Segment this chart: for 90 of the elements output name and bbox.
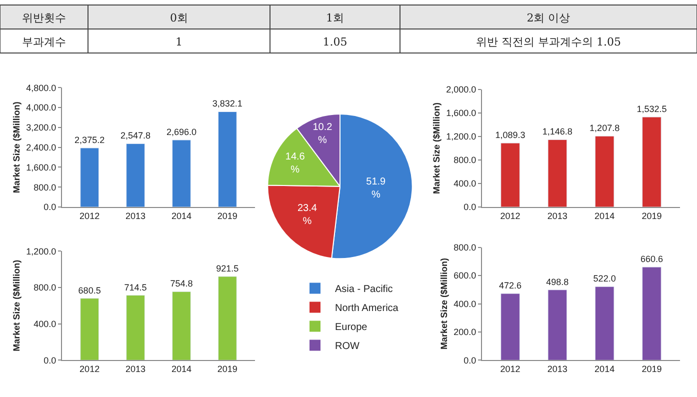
y-tick-label: 1,200.0 bbox=[446, 132, 476, 142]
y-tick-label: 800.0 bbox=[454, 155, 476, 166]
y-tick-label: 400.0 bbox=[34, 318, 56, 329]
data-label: 754.8 bbox=[170, 278, 193, 289]
y-axis-title: Market Size ($Million) bbox=[12, 260, 22, 352]
text: 위반 직전의 부과계수의 1.05 bbox=[476, 35, 621, 48]
legend-label: ROW bbox=[335, 341, 360, 352]
data-label: 921.5 bbox=[216, 263, 239, 274]
x-tick-label: 2019 bbox=[642, 210, 662, 221]
data-label: 1,146.8 bbox=[542, 126, 572, 137]
text: 0회 bbox=[170, 11, 188, 24]
bar bbox=[548, 290, 568, 360]
data-label: 1,089.3 bbox=[495, 130, 526, 140]
text: 2회 이상 bbox=[526, 11, 570, 24]
data-label: 51.9 % bbox=[366, 176, 386, 200]
legend-label: North America bbox=[335, 303, 399, 314]
y-tick-label: 400.0 bbox=[454, 298, 476, 309]
bar bbox=[126, 295, 145, 360]
text: 부과계수 bbox=[22, 35, 66, 48]
data-label: 498.8 bbox=[546, 276, 569, 287]
data-label: 660.6 bbox=[640, 254, 663, 264]
legend-label: Asia - Pacific bbox=[335, 284, 393, 296]
y-tick-label: 0.0 bbox=[44, 202, 56, 212]
text: 1회 bbox=[326, 11, 344, 24]
y-tick-label: 2,000.0 bbox=[446, 84, 476, 95]
y-tick-label: 400.0 bbox=[454, 178, 476, 189]
x-tick-label: 2014 bbox=[594, 210, 615, 221]
x-tick-label: 2013 bbox=[547, 210, 568, 221]
data-label: 10.2 % bbox=[312, 122, 333, 146]
data-label: 2,547.8 bbox=[120, 130, 151, 141]
x-tick-label: 2014 bbox=[594, 364, 615, 374]
x-tick-label: 2013 bbox=[126, 210, 146, 221]
y-tick-label: 2,400.0 bbox=[26, 142, 56, 152]
bar bbox=[500, 293, 520, 360]
bar bbox=[80, 148, 100, 207]
x-tick-label: 2012 bbox=[80, 210, 100, 221]
bar bbox=[642, 116, 662, 207]
bar bbox=[172, 291, 191, 360]
x-tick-label: 2019 bbox=[642, 364, 662, 374]
text: 1 bbox=[176, 35, 182, 48]
data-label: 714.5 bbox=[124, 282, 147, 292]
x-tick-label: 2012 bbox=[500, 364, 520, 374]
data-label: 522.0 bbox=[593, 274, 616, 284]
y-tick-label: 200.0 bbox=[454, 327, 476, 338]
data-label: 23.4 % bbox=[297, 202, 318, 227]
y-tick-label: 3,200.0 bbox=[26, 122, 56, 133]
bar bbox=[594, 136, 614, 207]
legend-label: Europe bbox=[335, 322, 368, 334]
data-label: 3,832.1 bbox=[212, 98, 242, 109]
data-label: 1,532.5 bbox=[636, 104, 667, 114]
x-tick-label: 2019 bbox=[217, 210, 238, 221]
y-tick-label: 600.0 bbox=[454, 270, 476, 281]
y-axis-title: Market Size ($Million) bbox=[432, 102, 442, 194]
bar bbox=[594, 286, 614, 360]
x-tick-label: 2012 bbox=[500, 210, 520, 221]
data-label: 472.6 bbox=[499, 280, 522, 291]
bar bbox=[126, 143, 145, 207]
x-tick-label: 2014 bbox=[171, 210, 192, 221]
x-tick-label: 2013 bbox=[126, 364, 146, 374]
data-label: 680.5 bbox=[78, 285, 101, 296]
y-tick-label: 1,600.0 bbox=[26, 162, 56, 172]
y-tick-label: 0.0 bbox=[44, 355, 56, 366]
data-label: 2,696.0 bbox=[166, 126, 196, 137]
y-tick-label: 0.0 bbox=[464, 355, 476, 366]
y-tick-label: 800.0 bbox=[34, 282, 56, 293]
y-tick-label: 800.0 bbox=[34, 182, 56, 192]
bar bbox=[218, 276, 237, 360]
bar bbox=[642, 266, 662, 360]
x-tick-label: 2014 bbox=[171, 364, 192, 374]
bar bbox=[80, 298, 100, 360]
data-label: 14.6 % bbox=[285, 152, 306, 176]
bar bbox=[218, 111, 237, 207]
x-tick-label: 2012 bbox=[80, 364, 100, 374]
data-label: 1,207.8 bbox=[590, 123, 620, 134]
bar bbox=[548, 139, 568, 207]
x-tick-label: 2019 bbox=[217, 364, 238, 374]
y-tick-label: 0.0 bbox=[464, 202, 476, 212]
y-tick-label: 1,200.0 bbox=[26, 246, 56, 256]
text: 1.05 bbox=[322, 35, 348, 48]
bar bbox=[500, 142, 520, 207]
bar bbox=[172, 140, 191, 207]
y-axis-title: Market Size ($Million) bbox=[439, 258, 450, 350]
text: 위반횟수 bbox=[22, 11, 66, 24]
y-tick-label: 4,800.0 bbox=[26, 82, 56, 93]
x-tick-label: 2013 bbox=[547, 364, 568, 374]
y-tick-label: 4,000.0 bbox=[26, 102, 56, 113]
y-tick-label: 1,600.0 bbox=[446, 108, 476, 118]
data-label: 2,375.2 bbox=[74, 134, 105, 145]
y-tick-label: 800.0 bbox=[454, 242, 476, 253]
y-axis-title: Market Size ($Million) bbox=[12, 102, 22, 194]
